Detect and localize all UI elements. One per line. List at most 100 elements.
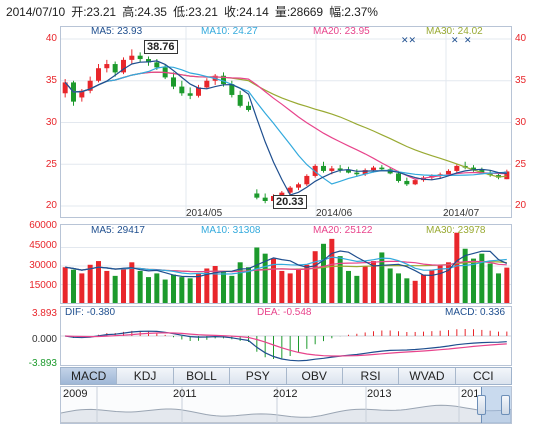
price-tick-left: 40 xyxy=(45,33,57,44)
candlestick xyxy=(279,192,285,196)
candlestick xyxy=(104,64,110,69)
volume-bar xyxy=(246,267,251,303)
candlestick xyxy=(137,55,143,60)
volume-bar xyxy=(146,277,151,303)
volume-bar xyxy=(379,252,385,303)
volume-bar xyxy=(429,269,435,303)
candlestick xyxy=(287,187,293,193)
candlestick xyxy=(121,59,126,73)
volume-bar xyxy=(104,270,110,303)
candlestick xyxy=(96,68,101,81)
candlestick xyxy=(296,184,301,188)
candlestick xyxy=(346,170,351,173)
volume-bar xyxy=(229,275,235,303)
event-marker-icon[interactable]: ✕✕ xyxy=(401,35,417,45)
candlestick xyxy=(304,175,310,185)
candlestick xyxy=(454,165,460,171)
time-navigator[interactable]: 2009 2011 2012 2013 201 xyxy=(60,386,512,424)
macd-chart-panel[interactable]: DIF: -0.380 DEA: -0.548 MACD: 0.336 xyxy=(60,306,512,366)
candlestick xyxy=(412,180,418,185)
volume-bar xyxy=(204,268,210,303)
volume-bar xyxy=(137,270,143,303)
candlestick xyxy=(321,165,326,171)
volume-bar xyxy=(129,262,135,303)
volume-bar xyxy=(254,247,260,303)
tab-macd[interactable]: MACD xyxy=(61,368,118,384)
macd-dif-legend: DIF: -0.380 xyxy=(65,307,116,318)
candlestick xyxy=(504,171,510,180)
dea-line xyxy=(65,332,507,357)
volume-bar xyxy=(412,280,418,303)
tab-kdj[interactable]: KDJ xyxy=(117,368,174,384)
quote-close: 收:24.14 xyxy=(224,5,269,19)
volume-bar xyxy=(171,274,176,303)
quote-header: 2014/07/10 开:23.21 高:24.35 低:23.21 收:24.… xyxy=(6,3,381,20)
price-tick-right: 40 xyxy=(515,33,527,44)
macd-value-legend: MACD: 0.336 xyxy=(445,307,506,318)
tab-cci[interactable]: CCI xyxy=(472,369,494,383)
candlestick xyxy=(471,167,476,171)
navigator-left-handle[interactable] xyxy=(477,395,486,415)
high-price-marker: 38.76 xyxy=(144,40,178,54)
volume-tick: 15000 xyxy=(29,280,57,291)
price-tick-left: 30 xyxy=(45,117,57,128)
price-ma30-legend: MA30: 24.02 xyxy=(426,26,483,37)
macd-tick: 0.000 xyxy=(31,334,57,345)
vol-ma5-legend: MA5: 29417 xyxy=(91,225,145,236)
volume-bar xyxy=(87,264,93,303)
tab-psy[interactable]: PSY xyxy=(230,368,287,384)
volume-bar xyxy=(237,262,243,303)
price-chart-panel[interactable]: MA5: 23.93 MA10: 24.27 MA20: 23.95 MA30:… xyxy=(60,26,512,218)
navigator-overview xyxy=(61,387,511,423)
navigator-right-handle[interactable] xyxy=(501,395,510,415)
vol-ma5-line xyxy=(65,250,508,278)
quote-volume: 量:28669 xyxy=(274,5,323,19)
price-ma10-legend: MA10: 24.27 xyxy=(201,26,258,37)
quote-date: 2014/07/10 xyxy=(6,5,66,19)
tab-boll[interactable]: BOLL xyxy=(174,368,231,384)
volume-bar xyxy=(321,243,326,303)
volume-tick: 60000 xyxy=(29,220,57,231)
macd-dea-legend: DEA: -0.548 xyxy=(257,307,312,318)
volume-bar xyxy=(162,279,168,303)
volume-chart-panel[interactable]: MA5: 29417 MA10: 31308 MA20: 25122 MA30:… xyxy=(60,224,512,304)
candlestick xyxy=(246,105,251,110)
volume-bar xyxy=(79,273,85,303)
quote-low: 低:23.21 xyxy=(173,5,218,19)
tab-rsi[interactable]: RSI xyxy=(343,368,400,384)
volume-bar xyxy=(487,263,493,303)
tab-obv[interactable]: OBV xyxy=(287,368,343,384)
volume-bar xyxy=(62,267,68,303)
event-marker-icon[interactable]: ✕ xyxy=(451,35,459,45)
macd-chart xyxy=(61,329,511,362)
ma5-line xyxy=(64,60,507,196)
candlestick xyxy=(79,90,85,98)
volume-bar xyxy=(154,273,160,303)
indicator-tabs: MACD KDJ BOLL PSY OBV RSI WVAD CCI xyxy=(60,367,512,385)
candlestick xyxy=(204,80,210,88)
price-tick-left: 20 xyxy=(45,200,57,211)
dif-line xyxy=(65,330,507,362)
quote-open: 开:23.21 xyxy=(71,5,116,19)
low-price-marker: 20.33 xyxy=(273,195,307,209)
volume-bar xyxy=(437,264,443,303)
candlestick xyxy=(237,94,243,106)
tab-wvad[interactable]: WVAD xyxy=(399,368,456,384)
nav-year-label: 2013 xyxy=(367,388,392,400)
volume-bar xyxy=(96,261,101,303)
volume-bar xyxy=(271,258,276,303)
volume-bar xyxy=(479,253,485,303)
price-tick-right: 35 xyxy=(515,75,527,86)
volume-bar xyxy=(71,269,76,303)
volume-bar xyxy=(346,270,351,303)
event-marker-icon[interactable]: ✕ xyxy=(464,35,472,45)
nav-year-label: 2012 xyxy=(273,388,298,400)
volume-bar xyxy=(187,278,193,303)
candlestick xyxy=(146,59,151,63)
volume-tick: 30000 xyxy=(29,260,57,271)
date-label: 2014/05 xyxy=(186,208,223,219)
volume-bar xyxy=(421,274,426,303)
price-tick-right: 30 xyxy=(515,117,527,128)
price-tick-right: 25 xyxy=(515,159,527,170)
candlestick xyxy=(354,172,360,175)
